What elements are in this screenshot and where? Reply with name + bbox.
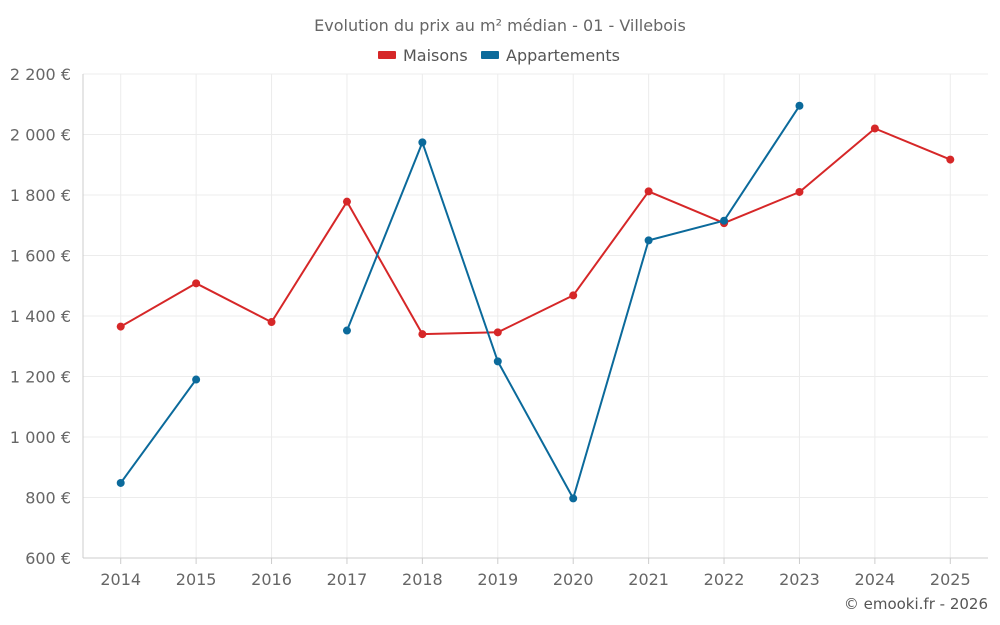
y-tick-label: 800 €	[25, 489, 71, 508]
data-point-maisons[interactable]	[342, 197, 351, 206]
x-tick-label: 2022	[704, 570, 745, 589]
legend-swatch-maisons	[378, 51, 396, 59]
y-tick-label: 2 200 €	[10, 65, 71, 84]
x-tick-label: 2017	[327, 570, 368, 589]
series-line-appartements	[119, 378, 197, 484]
data-point-appartements[interactable]	[720, 216, 729, 225]
series	[116, 101, 955, 503]
data-point-appartements[interactable]	[192, 375, 201, 384]
data-point-maisons[interactable]	[418, 330, 427, 339]
data-point-appartements[interactable]	[569, 494, 578, 503]
y-tick-label: 1 000 €	[10, 428, 71, 447]
x-tick-label: 2018	[402, 570, 443, 589]
x-tick-label: 2024	[855, 570, 896, 589]
data-point-maisons[interactable]	[946, 155, 955, 164]
data-point-maisons[interactable]	[795, 187, 804, 196]
legend-label-maisons: Maisons	[403, 46, 468, 65]
x-tick-label: 2016	[251, 570, 292, 589]
data-point-maisons[interactable]	[116, 322, 125, 331]
x-tick-label: 2021	[628, 570, 669, 589]
legend-item-maisons[interactable]: Maisons	[378, 46, 468, 65]
y-tick-label: 1 400 €	[10, 307, 71, 326]
series-maisons	[116, 124, 955, 339]
legend-label-appartements: Appartements	[506, 46, 620, 65]
legend: Maisons Appartements	[378, 46, 620, 65]
y-tick-label: 2 000 €	[10, 126, 71, 145]
x-tick-label: 2020	[553, 570, 594, 589]
data-point-appartements[interactable]	[418, 138, 427, 147]
data-point-maisons[interactable]	[267, 318, 276, 327]
data-point-appartements[interactable]	[493, 357, 502, 366]
series-appartements	[116, 101, 804, 503]
y-tick-label: 1 800 €	[10, 186, 71, 205]
data-point-appartements[interactable]	[795, 101, 804, 110]
chart-title: Evolution du prix au m² médian - 01 - Vi…	[314, 16, 686, 35]
x-tick-label: 2019	[477, 570, 518, 589]
data-point-maisons[interactable]	[870, 124, 879, 133]
data-point-appartements[interactable]	[342, 326, 351, 335]
data-point-maisons[interactable]	[569, 291, 578, 300]
y-tick-label: 600 €	[25, 549, 71, 568]
x-tick-label: 2015	[176, 570, 217, 589]
y-tick-label: 1 200 €	[10, 368, 71, 387]
grid	[83, 73, 988, 558]
series-line-maisons	[120, 127, 951, 336]
data-point-maisons[interactable]	[192, 279, 201, 288]
legend-item-appartements[interactable]: Appartements	[481, 46, 620, 65]
x-tick-label: 2023	[779, 570, 820, 589]
data-point-maisons[interactable]	[644, 187, 653, 196]
credit-text: © emooki.fr - 2026	[844, 595, 988, 613]
data-point-appartements[interactable]	[116, 478, 125, 487]
data-point-appartements[interactable]	[644, 236, 653, 245]
x-tick-label: 2025	[930, 570, 971, 589]
data-point-maisons[interactable]	[493, 328, 502, 337]
legend-swatch-appartements	[481, 51, 499, 59]
x-tick-label: 2014	[100, 570, 141, 589]
axes: 600 € 800 € 1 000 € 1 200 € 1 400 € 1 600 € 1 …	[10, 65, 988, 589]
y-tick-label: 1 600 €	[10, 247, 71, 266]
